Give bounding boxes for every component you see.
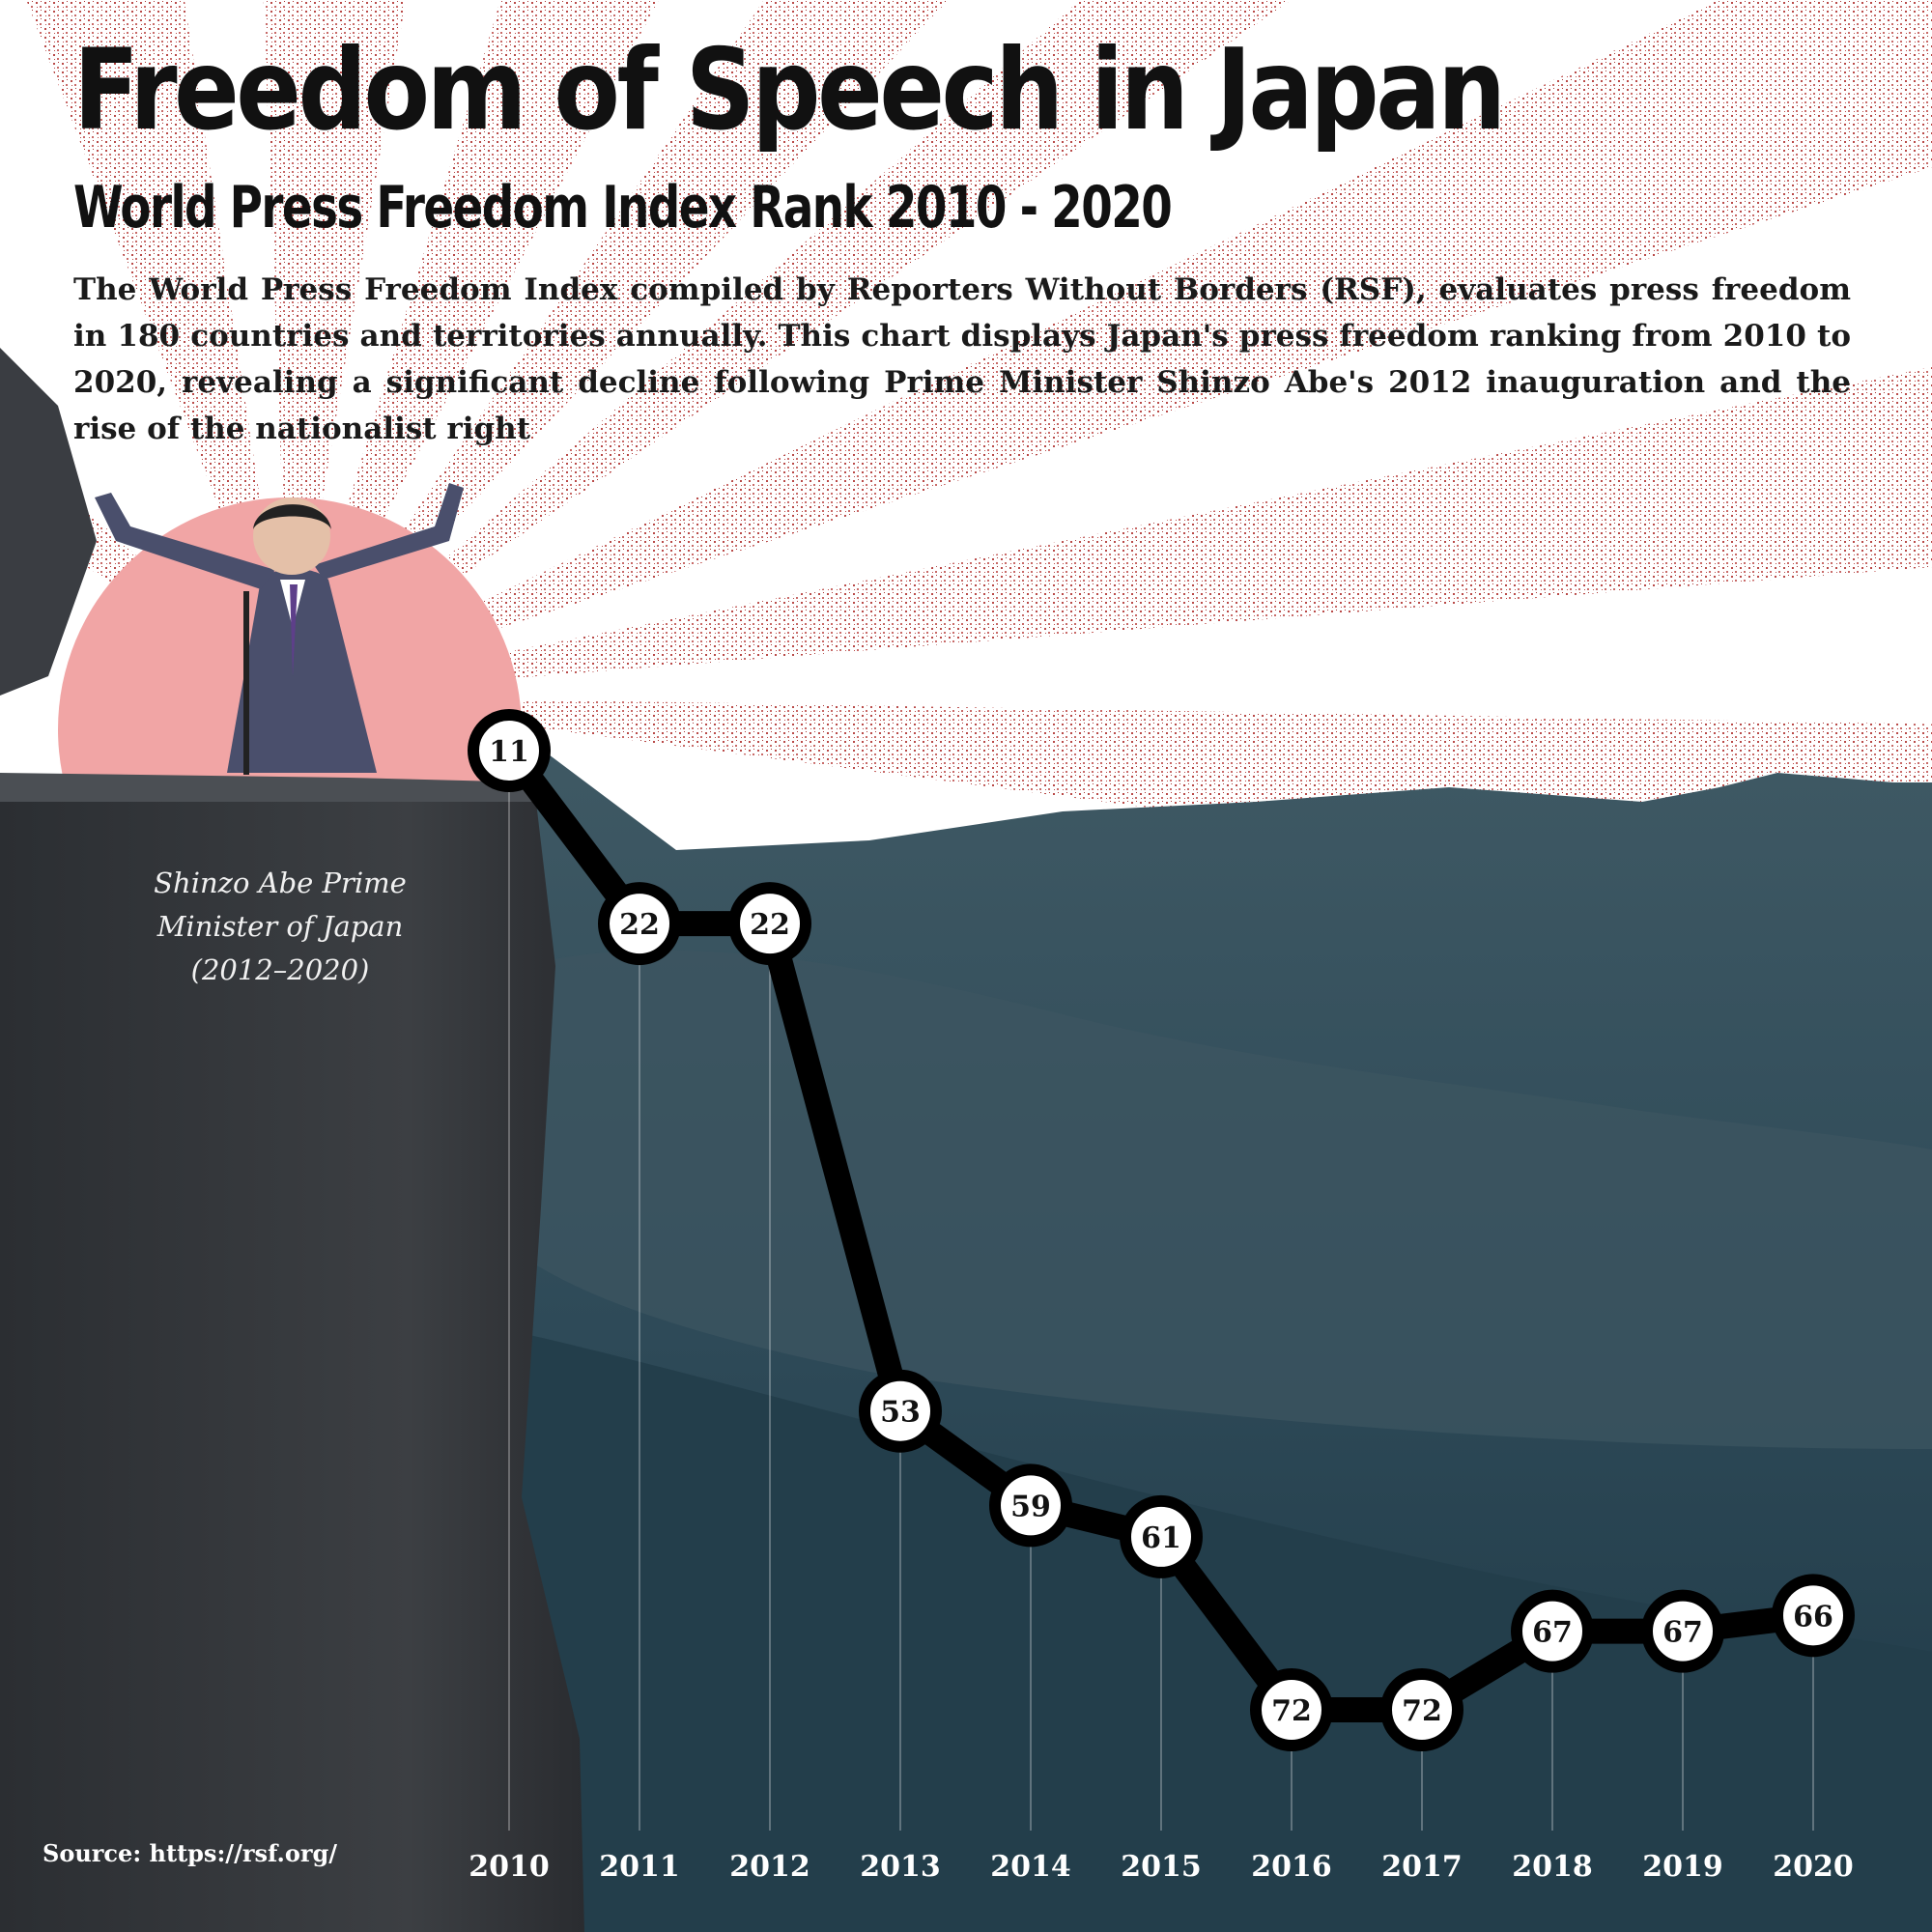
data-point-2014: [989, 1463, 1072, 1548]
data-point-2015: [1120, 1494, 1203, 1578]
data-point-2012: [728, 882, 811, 966]
data-label-2014: 59: [1010, 1490, 1051, 1523]
data-point-2011: [598, 882, 681, 966]
chart-title: Freedom of Speech in Japan: [73, 25, 1506, 156]
data-label-2016: 72: [1271, 1694, 1312, 1728]
chart-description: The World Press Freedom Index compiled b…: [73, 272, 1851, 446]
x-tick-label-2015: 2015: [1121, 1850, 1202, 1884]
x-tick-label-2010: 2010: [469, 1850, 550, 1884]
cliff-face: [0, 802, 584, 1932]
data-point-2010: [468, 709, 551, 792]
source-note: Source: https://rsf.org/: [43, 1839, 338, 1867]
x-tick-label-2011: 2011: [599, 1850, 680, 1884]
sunburst-rays: [0, 0, 1932, 910]
x-tick-label-2019: 2019: [1642, 1850, 1723, 1884]
x-tick-label-2012: 2012: [729, 1850, 810, 1884]
data-label-2015: 61: [1141, 1521, 1181, 1555]
x-tick-label-2016: 2016: [1251, 1850, 1332, 1884]
data-point-2017: [1380, 1668, 1463, 1751]
data-label-2017: 72: [1402, 1694, 1442, 1728]
photo-caption: Shinzo Abe Prime Minister of Japan (2012…: [154, 867, 407, 986]
data-label-2020: 66: [1793, 1600, 1833, 1634]
data-point-2018: [1511, 1589, 1594, 1673]
x-tick-label-2014: 2014: [990, 1850, 1071, 1884]
data-point-2019: [1641, 1589, 1724, 1673]
x-tick-label-2013: 2013: [860, 1850, 941, 1884]
data-label-2012: 22: [750, 908, 790, 942]
data-label-2011: 22: [619, 908, 660, 942]
data-point-2016: [1250, 1668, 1333, 1751]
data-label-2010: 11: [489, 735, 529, 769]
x-tick-label-2017: 2017: [1381, 1850, 1463, 1884]
abe-photo: [95, 483, 464, 775]
data-label-2019: 67: [1662, 1616, 1703, 1650]
chart-subtitle: World Press Freedom Index Rank 2010 - 20…: [73, 174, 1173, 242]
x-tick-label-2020: 2020: [1773, 1850, 1854, 1884]
x-tick-label-2018: 2018: [1512, 1850, 1593, 1884]
data-point-2020: [1772, 1574, 1855, 1658]
left-rock: [0, 348, 97, 696]
data-label-2018: 67: [1532, 1616, 1573, 1650]
data-label-2013: 53: [880, 1396, 921, 1430]
data-point-2013: [859, 1369, 942, 1453]
